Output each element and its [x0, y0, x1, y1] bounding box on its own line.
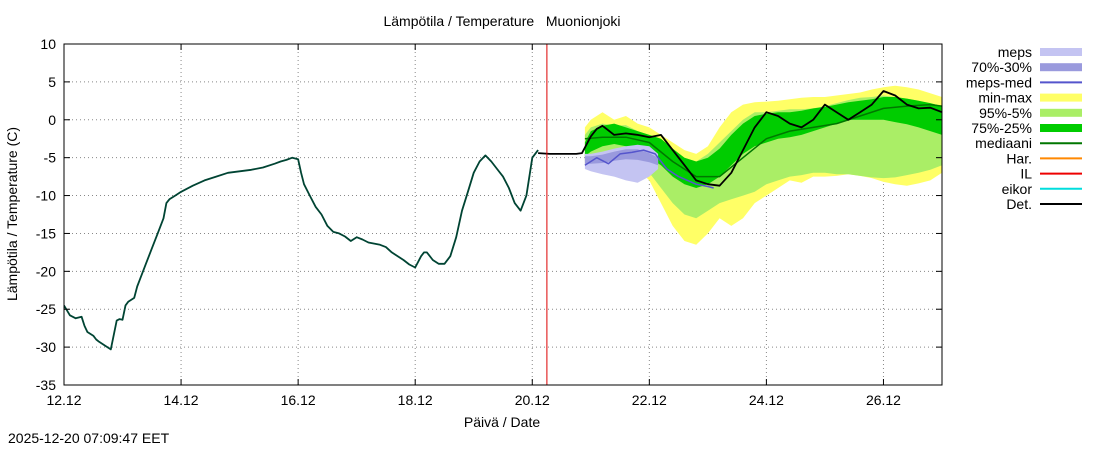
y-tick-label: 10 [40, 36, 56, 52]
x-tick-label: 20.12 [515, 392, 550, 408]
y-tick-label: -30 [36, 339, 56, 355]
legend-label-p75: 75%-25% [971, 120, 1032, 136]
legend-label-minmax: min-max [978, 90, 1032, 106]
x-tick-label: 16.12 [281, 392, 316, 408]
y-axis-label: Lämpötila / Temperature (C) [4, 127, 20, 301]
x-tick-label: 22.12 [632, 392, 667, 408]
legend-label-il: IL [1020, 166, 1032, 182]
line-det [538, 90, 942, 187]
line-meps-med [584, 149, 714, 189]
legend: meps70%-30%meps-medmin-max95%-5%75%-25%m… [966, 44, 1082, 212]
y-tick-label: -5 [44, 150, 57, 166]
chart-title: Lämpötila / Temperature Muonionjoki [383, 13, 620, 29]
x-tick-label: 26.12 [866, 392, 901, 408]
line-observed [64, 149, 539, 351]
y-tick-label: -35 [36, 377, 56, 393]
legend-swatch-p75 [1040, 124, 1082, 132]
legend-label-det: Det. [1006, 196, 1032, 212]
band-75-25 [584, 97, 942, 188]
legend-swatch-meps [1040, 48, 1082, 56]
legend-label-har: Har. [1006, 150, 1032, 166]
legend-label-mepsmed: meps-med [966, 74, 1032, 90]
legend-label-eikor: eikor [1002, 181, 1033, 197]
y-tick-label: 5 [48, 74, 56, 90]
plot-frame [63, 43, 943, 386]
band-95-5 [584, 95, 942, 219]
x-tick-label: 14.12 [164, 392, 199, 408]
legend-label-p95: 95%-5% [979, 105, 1032, 121]
timestamp: 2025-12-20 07:09:47 EET [8, 430, 170, 446]
legend-swatch-p95 [1040, 108, 1082, 117]
legend-label-meps7030: 70%-30% [971, 59, 1032, 75]
y-tick-label: -10 [36, 188, 56, 204]
y-tick-label: -25 [36, 301, 56, 317]
y-tick-label: 0 [48, 112, 56, 128]
legend-label-meps: meps [998, 44, 1032, 60]
x-tick-label: 12.12 [46, 392, 81, 408]
x-axis-label: Päivä / Date [464, 414, 540, 430]
line-mediaani [584, 103, 942, 178]
x-tick-label: 24.12 [749, 392, 784, 408]
legend-swatch-minmax [1040, 93, 1082, 102]
plot-clip [64, 44, 942, 385]
y-tick-label: -15 [36, 225, 56, 241]
legend-label-median: mediaani [975, 135, 1032, 151]
y-tick-label: -20 [36, 263, 56, 279]
temperature-chart: Lämpötila / Temperature Muonionjoki 10 5 0… [4, 13, 1082, 430]
legend-swatch-meps7030 [1040, 63, 1082, 72]
x-tick-label: 18.12 [398, 392, 433, 408]
